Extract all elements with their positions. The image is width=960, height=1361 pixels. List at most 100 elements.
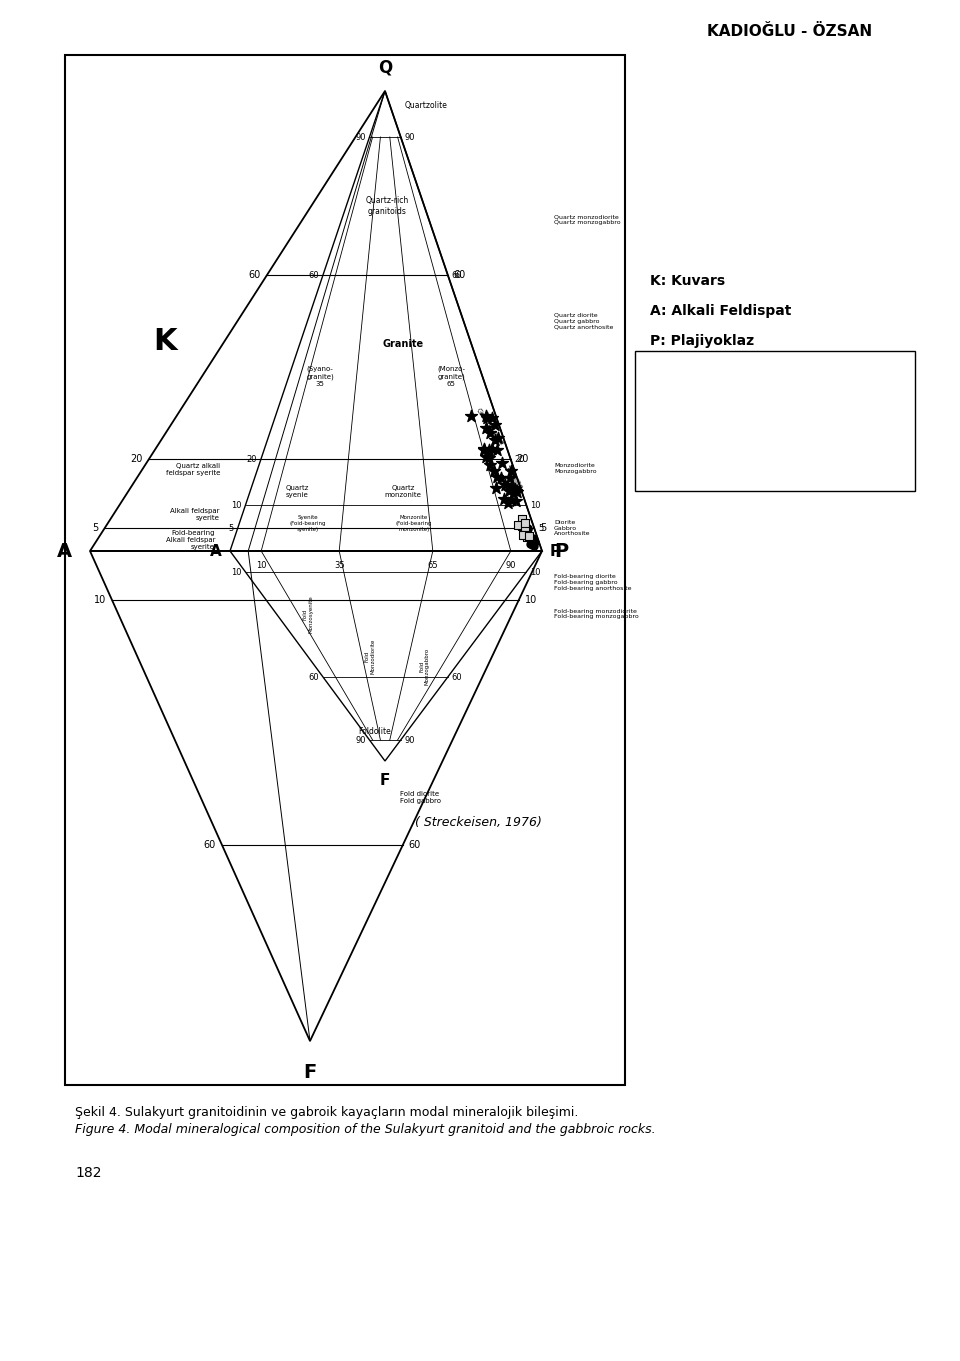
Point	[522, 534, 538, 555]
Text: Fold-bearing
Alkali feldspar
syerite: Fold-bearing Alkali feldspar syerite	[165, 531, 215, 550]
Point	[482, 455, 497, 476]
Text: 90: 90	[355, 735, 366, 744]
Point	[520, 517, 536, 539]
Text: P: P	[550, 543, 562, 558]
Text: Foldolite: Foldolite	[359, 727, 392, 736]
Text: Fold
Monzogabbro: Fold Monzogabbro	[420, 648, 430, 685]
Point	[488, 429, 503, 450]
Point	[493, 467, 509, 489]
Text: 20: 20	[247, 455, 257, 464]
Text: Quartzolite: Quartzolite	[405, 101, 448, 110]
Text: Anklav: Anklav	[675, 455, 722, 468]
Point	[500, 493, 516, 514]
Point	[494, 452, 510, 474]
Text: 65: 65	[427, 561, 438, 570]
Text: Tonalite: Tonalite	[503, 464, 524, 490]
Point	[464, 406, 479, 427]
Text: 60: 60	[409, 840, 421, 851]
Point	[485, 438, 500, 460]
Text: A: Alkali Feldispat: A: Alkali Feldispat	[650, 304, 791, 318]
Point	[496, 489, 512, 510]
Point	[516, 517, 531, 539]
Text: F: Feldispatoit: F: Feldispatoit	[650, 363, 762, 378]
Text: 10: 10	[94, 595, 106, 606]
Text: A: A	[57, 542, 72, 561]
Text: Quartz diorite
Quartz gabbro
Quartz anorthosite: Quartz diorite Quartz gabbro Quartz anor…	[554, 313, 613, 329]
Text: 10: 10	[256, 561, 267, 570]
Text: 60: 60	[452, 672, 463, 682]
Text: Şekil 4. Sulakyurt granitoidinin ve gabroik kayaçların modal mineralojik bileşim: Şekil 4. Sulakyurt granitoidinin ve gabr…	[75, 1106, 578, 1119]
Text: Q: Q	[378, 59, 392, 76]
Point	[524, 534, 540, 555]
Point	[526, 527, 541, 548]
Text: Tonalit: Tonalit	[675, 384, 720, 397]
Text: *: *	[655, 381, 665, 400]
Text: 90: 90	[506, 561, 516, 570]
Text: 60: 60	[308, 271, 319, 279]
Text: 90: 90	[405, 735, 415, 744]
Text: 5: 5	[539, 524, 543, 532]
Point	[507, 479, 522, 501]
Point	[519, 521, 535, 543]
Text: Fold-bearing diorite
Fold-bearing gabbro
Fold-bearing anorthosite: Fold-bearing diorite Fold-bearing gabbro…	[554, 574, 632, 591]
Point	[491, 427, 506, 449]
Text: P: Plajiyoklaz: P: Plajiyoklaz	[650, 333, 755, 348]
Point	[517, 520, 533, 542]
Text: Quartz monzodiorite
Quartz monzogabbro: Quartz monzodiorite Quartz monzogabbro	[554, 215, 620, 225]
Text: F: F	[380, 773, 390, 788]
Point	[503, 489, 518, 510]
Point	[517, 512, 533, 534]
Point	[502, 467, 517, 489]
Point	[477, 438, 492, 460]
Text: Gabro-Diyorit: Gabro-Diyorit	[675, 419, 769, 433]
Text: K: Kuvars: K: Kuvars	[650, 274, 725, 289]
Text: 60: 60	[452, 271, 463, 279]
Point	[478, 446, 493, 468]
Point	[508, 490, 523, 512]
Text: 5: 5	[92, 523, 99, 534]
Point	[489, 440, 504, 461]
Point	[503, 460, 518, 482]
Point	[511, 514, 526, 536]
Text: KADIOĞLU - ÖZSAN: KADIOĞLU - ÖZSAN	[708, 23, 873, 38]
Text: A: A	[210, 543, 222, 558]
Text: 35: 35	[334, 561, 345, 570]
Text: Figure 4. Modal mineralogical composition of the Sulakyurt granitoid and the gab: Figure 4. Modal mineralogical compositio…	[75, 1123, 656, 1136]
Point	[527, 535, 542, 557]
Text: 90: 90	[405, 132, 415, 142]
Point	[482, 422, 497, 444]
Text: Quartz-rich
granitoids: Quartz-rich granitoids	[365, 196, 408, 215]
Point	[503, 476, 518, 498]
Point	[476, 438, 492, 460]
Text: 20: 20	[131, 455, 143, 464]
Point	[509, 482, 524, 504]
Text: 60: 60	[204, 840, 216, 851]
Text: Quartz
monzonite: Quartz monzonite	[385, 485, 421, 498]
Point	[479, 407, 494, 429]
Point	[497, 475, 513, 497]
Point	[486, 460, 501, 482]
Bar	[635, 351, 915, 491]
Text: ☒: ☒	[655, 452, 670, 470]
Text: 20: 20	[516, 455, 529, 464]
Point	[484, 407, 499, 429]
Point	[518, 519, 534, 540]
Text: 20: 20	[515, 455, 525, 464]
Text: Granodiorite: Granodiorite	[475, 407, 505, 446]
Point	[520, 517, 536, 539]
Point	[516, 524, 531, 546]
Text: (Monzo-
granite)
65: (Monzo- granite) 65	[437, 366, 466, 387]
Text: K: K	[154, 327, 177, 355]
Point	[482, 440, 497, 461]
Text: 90: 90	[355, 132, 366, 142]
Point	[489, 465, 504, 487]
Point	[489, 478, 504, 499]
Text: Fold-bearing monzodiorite
Fold-bearing monzogabbro: Fold-bearing monzodiorite Fold-bearing m…	[554, 608, 638, 619]
Text: 5: 5	[228, 524, 233, 532]
Text: Monzodiorite
Monzogabbro: Monzodiorite Monzogabbro	[554, 463, 596, 474]
Text: Fold
Monzosyenite: Fold Monzosyenite	[302, 595, 313, 633]
Point	[517, 516, 533, 538]
Text: 10: 10	[231, 501, 242, 509]
Text: 60: 60	[454, 269, 466, 280]
Point	[501, 480, 516, 502]
